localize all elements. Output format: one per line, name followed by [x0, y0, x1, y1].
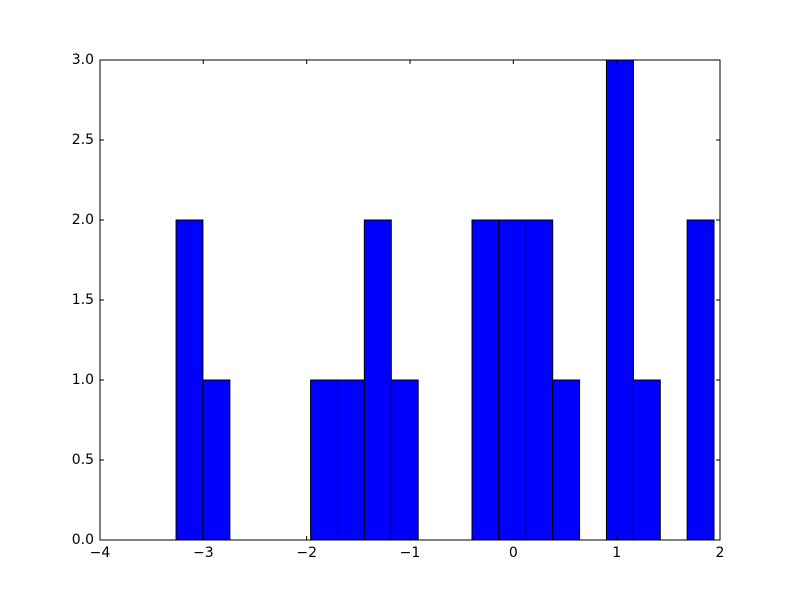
y-tick-label: 3.0: [72, 52, 94, 68]
bar: [686, 219, 715, 541]
x-tick-label: −4: [90, 545, 111, 561]
y-tick-label: 1.5: [72, 292, 94, 308]
x-tick-label: 1: [612, 545, 621, 561]
x-tick-label: −3: [193, 545, 214, 561]
bar: [336, 379, 365, 541]
x-tick-label: −2: [296, 545, 317, 561]
y-tick-label: 2.5: [72, 132, 94, 148]
bar: [175, 219, 204, 541]
x-tick-label: 2: [716, 545, 725, 561]
x-tick-label: 0: [509, 545, 518, 561]
bar: [363, 219, 392, 541]
y-tick-label: 0.0: [72, 532, 94, 548]
bar: [202, 379, 231, 541]
bar: [498, 219, 527, 541]
bar: [310, 379, 338, 541]
bar: [390, 379, 419, 541]
y-tick-label: 1.0: [72, 372, 94, 388]
bar: [552, 379, 581, 541]
y-tick-label: 0.5: [72, 452, 94, 468]
bar: [471, 219, 500, 541]
bar: [632, 379, 661, 541]
y-tick-label: 2.0: [72, 212, 94, 228]
x-tick-label: −1: [400, 545, 421, 561]
bar: [525, 219, 554, 541]
bar: [605, 59, 634, 541]
